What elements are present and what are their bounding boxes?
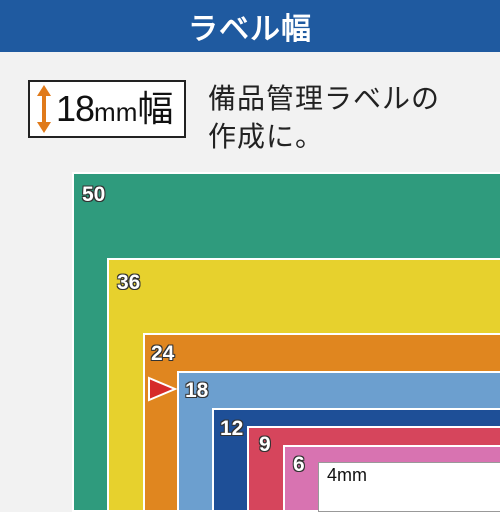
badge-suffix: 幅 bbox=[137, 88, 173, 129]
header-banner: ラベル幅 bbox=[0, 0, 500, 52]
tape-4: 4mm bbox=[318, 462, 500, 512]
description: 備品管理ラベルの 作成に。 bbox=[208, 80, 498, 156]
description-line-1: 備品管理ラベルの bbox=[208, 83, 441, 114]
pointer-triangle-icon bbox=[148, 376, 177, 402]
page-title: ラベル幅 bbox=[188, 13, 312, 46]
badge-unit: mm bbox=[94, 97, 138, 127]
tape-18-label: 18 bbox=[185, 379, 209, 402]
double-arrow-icon bbox=[37, 85, 51, 133]
tape-12-label: 12 bbox=[220, 417, 244, 440]
width-badge: 18mm幅 bbox=[28, 80, 186, 138]
tape-4-label: 4mm bbox=[327, 465, 367, 485]
badge-label: 18mm幅 bbox=[56, 88, 173, 129]
description-line-2: 作成に。 bbox=[208, 121, 325, 152]
tape-50-label: 50 bbox=[82, 183, 106, 206]
badge-number: 18 bbox=[56, 88, 95, 129]
tape-6-label: 6 bbox=[293, 453, 305, 476]
tape-24-label: 24 bbox=[151, 342, 175, 365]
tape-9-label: 9 bbox=[259, 433, 271, 456]
tape-36-label: 36 bbox=[117, 271, 141, 294]
